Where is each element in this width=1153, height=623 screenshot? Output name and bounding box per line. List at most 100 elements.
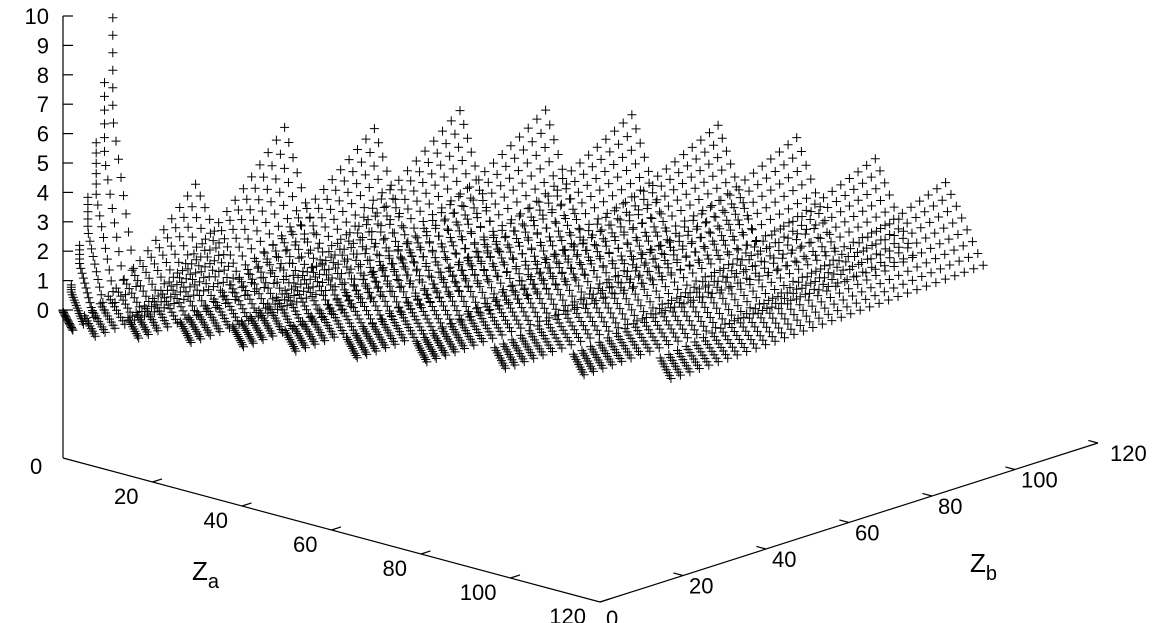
data-point (751, 268, 761, 278)
data-point (739, 203, 749, 213)
data-point (853, 279, 863, 289)
data-point (838, 295, 848, 305)
data-point (630, 201, 640, 211)
data-point (484, 305, 494, 315)
data-point (411, 156, 421, 166)
data-point (166, 241, 176, 251)
data-point (91, 179, 101, 189)
data-point (809, 284, 819, 294)
data-point (945, 260, 955, 270)
data-point (415, 271, 425, 281)
data-point (215, 285, 225, 295)
data-point (267, 161, 277, 171)
data-point (411, 291, 421, 301)
data-point (523, 270, 533, 280)
data-point (572, 251, 582, 261)
data-point (729, 316, 739, 326)
data-point (382, 211, 392, 221)
data-point (538, 350, 548, 360)
data-point (261, 303, 271, 313)
data-point (592, 303, 602, 313)
data-point (541, 105, 551, 115)
data-point (521, 191, 531, 201)
data-point (276, 259, 286, 269)
data-point (674, 298, 684, 308)
data-point (686, 297, 696, 307)
data-point (576, 317, 586, 327)
data-point (711, 323, 721, 333)
data-point (526, 212, 536, 222)
data-point (245, 311, 255, 321)
data-point (842, 302, 852, 312)
data-point (258, 298, 268, 308)
data-point (381, 243, 391, 253)
data-point (76, 263, 86, 273)
data-point (314, 238, 324, 248)
data-point (714, 309, 724, 319)
data-point (501, 315, 511, 325)
data-point (577, 264, 587, 274)
data-point (619, 266, 629, 276)
data-point (491, 297, 501, 307)
data-point (724, 219, 734, 229)
data-point (238, 319, 248, 329)
data-point (854, 238, 864, 248)
data-point (354, 335, 364, 345)
data-point (529, 353, 539, 363)
data-point (646, 328, 656, 338)
data-point (523, 235, 533, 245)
data-point (670, 157, 680, 167)
data-point (273, 221, 283, 231)
y-axis-label: Zb (970, 548, 997, 585)
data-point (798, 326, 808, 336)
data-point (699, 177, 709, 187)
data-point (357, 340, 367, 350)
data-point (473, 247, 483, 257)
data-point (191, 255, 201, 265)
data-point (91, 138, 101, 148)
data-point (600, 236, 610, 246)
data-point (783, 299, 793, 309)
data-point (545, 120, 555, 130)
data-point (231, 327, 241, 337)
data-point (889, 202, 899, 212)
data-point (417, 325, 427, 335)
data-point (391, 203, 401, 213)
data-point (594, 330, 604, 340)
data-point (728, 342, 738, 352)
data-point (535, 164, 545, 174)
data-point (506, 303, 516, 313)
data-point (650, 316, 660, 326)
data-point (83, 229, 93, 239)
data-point (291, 282, 301, 292)
data-point (721, 277, 731, 287)
y-axis-label-sub: b (986, 563, 997, 585)
data-point (234, 334, 244, 344)
data-point (620, 197, 630, 207)
data-point (792, 315, 802, 325)
data-point (108, 83, 118, 93)
data-point (674, 236, 684, 246)
data-point (425, 238, 435, 248)
data-point (489, 261, 499, 271)
data-point (628, 254, 638, 264)
data-point (480, 239, 490, 249)
data-point (109, 218, 119, 228)
data-point (324, 275, 334, 285)
data-point (646, 309, 656, 319)
data-point (295, 333, 305, 343)
data-point (326, 280, 336, 290)
data-point (376, 260, 386, 270)
data-point (409, 311, 419, 321)
data-point (723, 247, 733, 257)
data-point (132, 297, 142, 307)
data-point (744, 255, 754, 265)
data-point (367, 292, 377, 302)
data-point (775, 179, 785, 189)
data-point (382, 301, 392, 311)
data-point (777, 328, 787, 338)
data-point (230, 195, 240, 205)
data-point (457, 201, 467, 211)
data-point (567, 291, 577, 301)
data-point (294, 331, 304, 341)
